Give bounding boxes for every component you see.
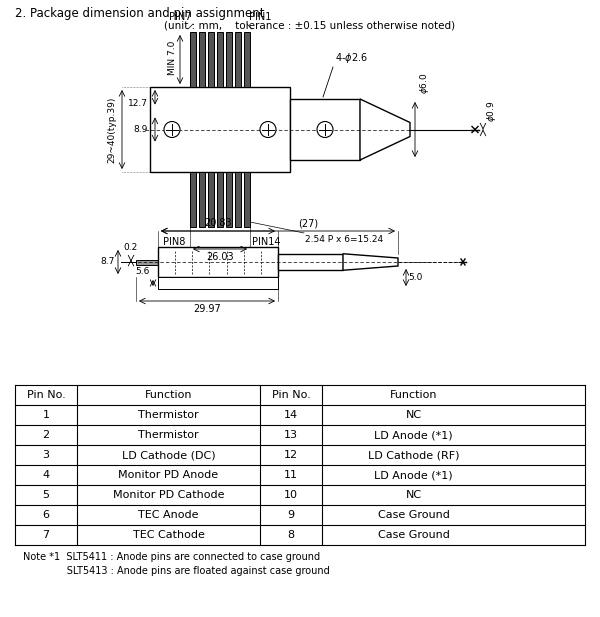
Bar [278, 254, 343, 270]
Bar [158, 247, 278, 277]
Text: 2: 2 [43, 430, 50, 440]
Bar [208, 172, 214, 227]
Bar [136, 260, 158, 265]
Bar [208, 32, 214, 87]
Text: 9: 9 [287, 510, 295, 520]
Text: 5.6: 5.6 [136, 267, 150, 276]
Text: 2.54 P x 6=15.24: 2.54 P x 6=15.24 [305, 235, 383, 244]
Text: 1: 1 [43, 410, 49, 420]
Bar [235, 32, 241, 87]
Text: $\phi$0.9: $\phi$0.9 [485, 100, 498, 122]
Text: PIN7: PIN7 [169, 12, 191, 22]
Text: Case Ground: Case Ground [377, 510, 449, 520]
Circle shape [260, 122, 276, 138]
Text: 20.83: 20.83 [204, 218, 232, 228]
Text: 5.0: 5.0 [408, 273, 422, 282]
Text: Function: Function [145, 390, 192, 400]
Bar [190, 172, 196, 227]
Text: 4: 4 [43, 470, 50, 480]
Text: Thermistor: Thermistor [138, 430, 199, 440]
Circle shape [317, 122, 333, 138]
Text: PIN1: PIN1 [249, 12, 271, 22]
Text: 10: 10 [284, 490, 298, 500]
Text: 7: 7 [43, 530, 50, 540]
Text: 12: 12 [284, 450, 298, 460]
Text: 4-$\phi$2.6: 4-$\phi$2.6 [335, 51, 368, 65]
Text: Monitor PD Cathode: Monitor PD Cathode [113, 490, 224, 500]
Text: 8.9: 8.9 [134, 125, 148, 134]
Bar [158, 277, 278, 289]
Bar [150, 87, 290, 172]
Text: 2. Package dimension and pin assignment: 2. Package dimension and pin assignment [15, 7, 265, 20]
Text: 11: 11 [284, 470, 298, 480]
Text: 13: 13 [284, 430, 298, 440]
Text: 14: 14 [284, 410, 298, 420]
Text: 8: 8 [287, 530, 295, 540]
Text: 3: 3 [43, 450, 49, 460]
Text: 8.7: 8.7 [101, 257, 115, 267]
Text: Note *1  SLT5411 : Anode pins are connected to case ground: Note *1 SLT5411 : Anode pins are connect… [23, 552, 320, 562]
Text: Pin No.: Pin No. [272, 390, 310, 400]
Text: NC: NC [406, 410, 422, 420]
Text: Function: Function [390, 390, 437, 400]
Polygon shape [343, 254, 398, 270]
Bar [244, 32, 250, 87]
Bar [217, 172, 223, 227]
Text: TEC Cathode: TEC Cathode [133, 530, 205, 540]
Polygon shape [360, 99, 410, 160]
Text: PIN14: PIN14 [252, 237, 281, 247]
Text: 0.2: 0.2 [124, 242, 138, 252]
Text: Pin No.: Pin No. [26, 390, 65, 400]
Text: TEC Anode: TEC Anode [138, 510, 199, 520]
Text: Thermistor: Thermistor [138, 410, 199, 420]
Text: $\phi$6.0: $\phi$6.0 [418, 72, 431, 94]
Text: SLT5413 : Anode pins are floated against case ground: SLT5413 : Anode pins are floated against… [23, 566, 330, 576]
Text: LD Anode (*1): LD Anode (*1) [374, 470, 453, 480]
Text: LD Cathode (RF): LD Cathode (RF) [368, 450, 459, 460]
Text: 12.7: 12.7 [128, 99, 148, 108]
Text: LD Anode (*1): LD Anode (*1) [374, 430, 453, 440]
Bar [244, 172, 250, 227]
Bar [199, 32, 205, 87]
Text: 26.03: 26.03 [206, 252, 234, 262]
Text: 29~40(typ.39): 29~40(typ.39) [107, 96, 116, 163]
Bar [226, 32, 232, 87]
Text: (unit : mm,    tolerance : ±0.15 unless otherwise noted): (unit : mm, tolerance : ±0.15 unless oth… [164, 20, 455, 30]
Circle shape [164, 122, 180, 138]
Bar [290, 99, 360, 160]
Text: (27): (27) [298, 218, 318, 228]
Text: Monitor PD Anode: Monitor PD Anode [118, 470, 218, 480]
Text: MIN 7.0: MIN 7.0 [168, 40, 177, 75]
Text: NC: NC [406, 490, 422, 500]
Bar [235, 172, 241, 227]
Text: 29.97: 29.97 [193, 304, 221, 314]
Text: 5: 5 [43, 490, 49, 500]
Bar [217, 32, 223, 87]
Text: LD Cathode (DC): LD Cathode (DC) [122, 450, 215, 460]
Text: PIN8: PIN8 [163, 237, 185, 247]
Text: Case Ground: Case Ground [377, 530, 449, 540]
Bar [226, 172, 232, 227]
Text: 6: 6 [43, 510, 49, 520]
Bar [190, 32, 196, 87]
Bar [199, 172, 205, 227]
